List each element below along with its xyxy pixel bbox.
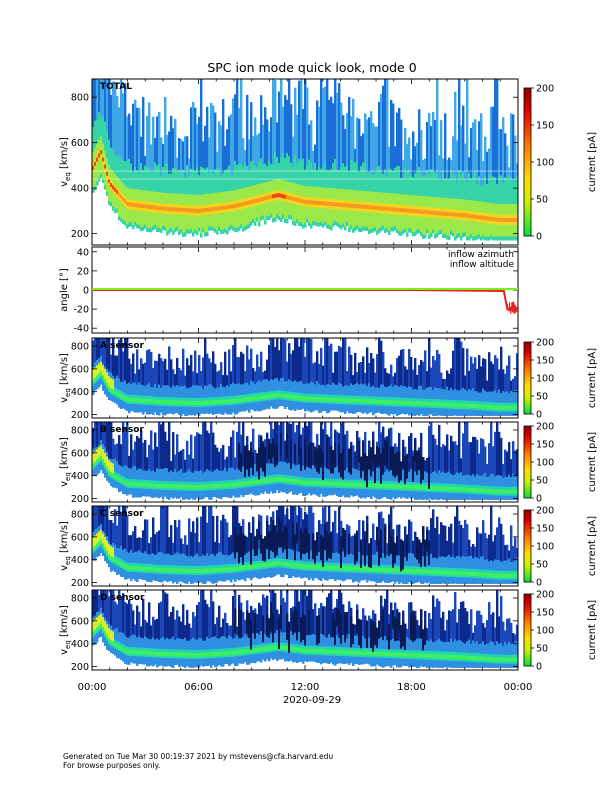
- chart-title: SPC ion mode quick look, mode 0: [207, 60, 416, 75]
- x-tick-labels: 00:00 06:00 12:00 18:00 00:00: [78, 682, 533, 693]
- y-tick-label-40: 40: [77, 247, 89, 258]
- y-tick-label-600: 600: [71, 616, 89, 627]
- colorbar-tick-200: 200: [536, 84, 554, 95]
- colorbar-tick-200: 200: [536, 590, 554, 601]
- colorbar-tick-150: 150: [536, 356, 554, 367]
- panel-label: D sensor: [100, 593, 145, 603]
- colorbar-tick-50: 50: [536, 560, 548, 571]
- colorbar-tick-50: 50: [536, 195, 548, 206]
- colorbar: [523, 509, 532, 583]
- y-axis-label: veq [km/s]: [59, 137, 72, 187]
- y-tick-label-800: 800: [71, 342, 89, 353]
- y-tick-label-200: 200: [71, 494, 89, 505]
- colorbar-tick-200: 200: [536, 338, 554, 349]
- colorbar-tick-200: 200: [536, 422, 554, 433]
- colorbar-tick-100: 100: [536, 374, 554, 385]
- legend-azimuth: inflow azimuth: [448, 250, 514, 260]
- panel-label: A sensor: [100, 341, 145, 351]
- colorbar-tick-0: 0: [536, 662, 542, 673]
- panel-label: TOTAL: [100, 82, 132, 92]
- colorbar-label: current [pA]: [587, 348, 598, 408]
- y-tick-label-800: 800: [71, 426, 89, 437]
- colorbar-label: current [pA]: [587, 432, 598, 492]
- colorbar-tick-0: 0: [536, 232, 542, 243]
- colorbar-label: current [pA]: [587, 516, 598, 576]
- y-tick-label--40: -40: [73, 324, 89, 335]
- x-tick-label-0: 00:00: [78, 682, 107, 693]
- y-axis-label: veq [km/s]: [59, 605, 72, 655]
- colorbar-tick-150: 150: [536, 121, 554, 132]
- y-tick-label-400: 400: [71, 639, 89, 650]
- colorbar: [523, 341, 532, 415]
- footer: Generated on Tue Mar 30 00:19:37 2021 by…: [63, 752, 333, 770]
- colorbar-tick-100: 100: [536, 626, 554, 637]
- x-tick-label-3: 18:00: [397, 682, 426, 693]
- panel-label: C sensor: [100, 509, 144, 519]
- y-axis-label: veq [km/s]: [59, 437, 72, 487]
- colorbar-label: current [pA]: [587, 132, 598, 192]
- y-tick-label-800: 800: [71, 510, 89, 521]
- legend-altitude: inflow altitude: [450, 260, 515, 270]
- colorbar: [523, 425, 532, 499]
- y-tick-label-600: 600: [71, 138, 89, 149]
- x-tick-label-2: 12:00: [291, 682, 320, 693]
- footer-generated-line: Generated on Tue Mar 30 00:19:37 2021 by…: [63, 752, 334, 761]
- colorbar-tick-200: 200: [536, 506, 554, 517]
- azimuth-noise-tail: [506, 301, 519, 314]
- colorbar-tick-50: 50: [536, 392, 548, 403]
- colorbar-tick-0: 0: [536, 410, 542, 421]
- colorbar-tick-100: 100: [536, 458, 554, 469]
- y-tick-label-400: 400: [71, 555, 89, 566]
- colorbar-tick-150: 150: [536, 524, 554, 535]
- colorbar: [523, 593, 532, 667]
- x-tick-label-1: 06:00: [184, 682, 213, 693]
- y-tick-label-20: 20: [77, 266, 89, 277]
- y-tick-label--20: -20: [73, 305, 89, 316]
- colorbar: [523, 87, 532, 237]
- y-tick-label-600: 600: [71, 532, 89, 543]
- y-axis-label: angle [°]: [59, 268, 70, 312]
- footer-browse-line: For browse purposes only.: [63, 761, 161, 770]
- colorbar-label: current [pA]: [587, 600, 598, 660]
- y-tick-label-200: 200: [71, 410, 89, 421]
- colorbar-tick-0: 0: [536, 578, 542, 589]
- y-tick-label-200: 200: [71, 578, 89, 589]
- y-tick-label-0: 0: [83, 286, 89, 297]
- y-tick-label-800: 800: [71, 594, 89, 605]
- heatmap-panel-total: TOTAL 200 400 600 800 veq [km/s] 0 50 100 150 200 c…: [59, 78, 598, 246]
- colorbar-tick-100: 100: [536, 542, 554, 553]
- y-tick-label-400: 400: [71, 471, 89, 482]
- y-axis-label: veq [km/s]: [59, 521, 72, 571]
- y-tick-label-600: 600: [71, 448, 89, 459]
- colorbar-tick-50: 50: [536, 476, 548, 487]
- y-tick-label-800: 800: [71, 93, 89, 104]
- y-axis-label: veq [km/s]: [59, 353, 72, 403]
- colorbar-tick-0: 0: [536, 494, 542, 505]
- y-tick-label-200: 200: [71, 229, 89, 240]
- panel-label: B sensor: [100, 425, 144, 435]
- colorbar-tick-150: 150: [536, 608, 554, 619]
- y-tick-label-600: 600: [71, 364, 89, 375]
- x-tick-label-4: 00:00: [504, 682, 533, 693]
- x-axis-date-label: 2020-09-29: [283, 695, 341, 706]
- y-tick-label-200: 200: [71, 662, 89, 673]
- colorbar-tick-100: 100: [536, 158, 554, 169]
- colorbar-tick-50: 50: [536, 644, 548, 655]
- y-tick-label-400: 400: [71, 387, 89, 398]
- y-tick-label-400: 400: [71, 184, 89, 195]
- colorbar-tick-150: 150: [536, 440, 554, 451]
